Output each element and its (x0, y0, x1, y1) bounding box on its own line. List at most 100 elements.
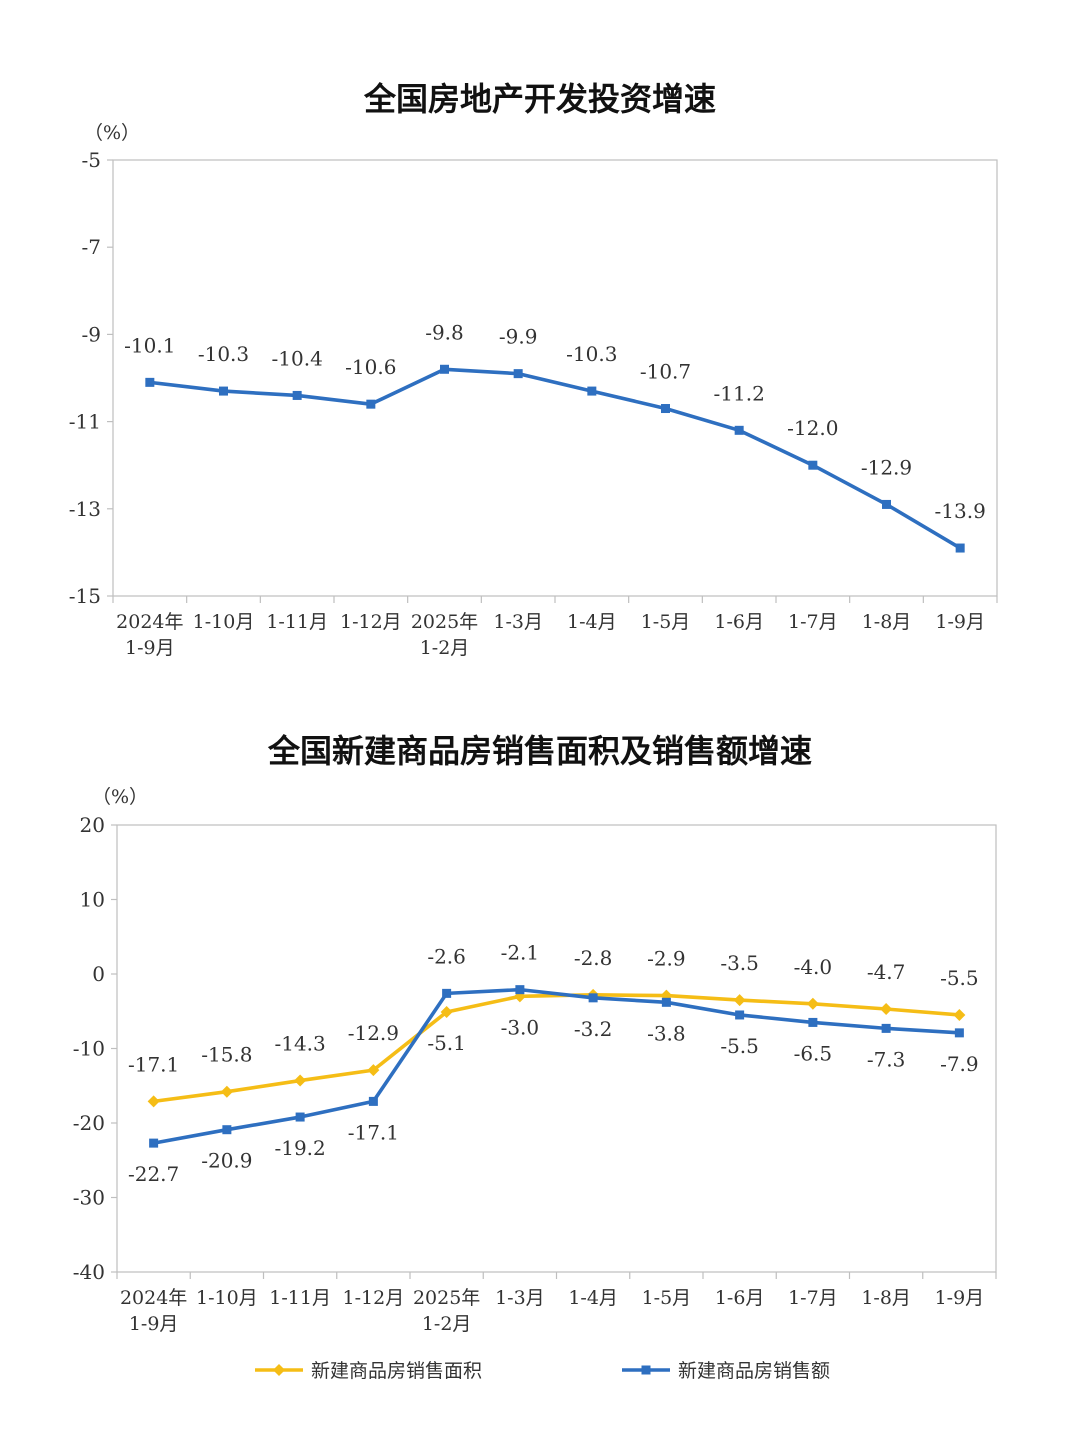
chart2-series2-point (808, 1017, 818, 1027)
legend-series1-label: 新建商品房销售面积 (311, 1360, 482, 1382)
chart2-series2-data-label: -3.2 (574, 1017, 613, 1041)
chart2-series1-data-label: -17.1 (128, 1052, 179, 1076)
chart1-category-label: 1-10月 (193, 611, 255, 633)
chart1-series1-data-label: -10.7 (640, 360, 691, 384)
chart1-category-label: 1-7月 (788, 611, 838, 633)
chart1-unit: （%） (84, 122, 141, 144)
chart2-series1-data-label: -3.0 (501, 1015, 540, 1039)
chart1-series1-point (734, 425, 744, 435)
chart2-series2-data-label: -5.5 (720, 1034, 759, 1058)
chart2-category-label: 1-6月 (715, 1287, 765, 1309)
chart2-series2-line (153, 987, 960, 1145)
chart1-category-label: 1-4月 (567, 611, 617, 633)
chart2-series1-data-label: -2.9 (647, 947, 686, 971)
chart1-series1-point (882, 499, 891, 509)
chart1-category-label: 2024年 (116, 611, 183, 633)
chart2-category-label: 1-9月 (935, 1287, 985, 1309)
chart1-series1-point (661, 404, 670, 414)
chart2-ytick-label: 10 (80, 888, 105, 912)
chart2-series2-point (222, 1125, 232, 1135)
chart2-series1-data-label: -4.7 (867, 960, 906, 984)
chart1-category-label: 1-8月 (862, 611, 912, 633)
chart1-category-label: 1-11月 (266, 611, 328, 633)
chart2-series1-data-label: -14.3 (274, 1032, 325, 1056)
chart1-ytick-label: -9 (82, 322, 101, 346)
chart2-ytick-label: 20 (80, 813, 105, 837)
chart2-series2-data-label: -19.2 (274, 1136, 325, 1160)
chart1-series1-data-label: -10.6 (345, 355, 396, 379)
chart2-series2-data-label: -2.6 (427, 944, 466, 968)
chart2-series2-point (368, 1096, 378, 1106)
chart2-ytick-label: -20 (73, 1111, 105, 1135)
chart1-series1-data-label: -13.9 (935, 499, 986, 523)
chart1-series1-data-label: -12.0 (787, 416, 838, 440)
chart2-series2-data-label: -22.7 (128, 1162, 179, 1186)
chart1-series1-data-label: -10.4 (272, 346, 323, 370)
chart2-series1-point (294, 1074, 307, 1087)
chart2-category-label: 1-2月 (422, 1313, 472, 1335)
chart1-series1-data-label: -10.3 (566, 342, 617, 366)
chart2-series2-point (735, 1010, 745, 1020)
chart1-category-label: 1-9月 (125, 637, 175, 659)
chart1-ytick-label: -5 (82, 148, 101, 172)
chart2-series2-point (588, 993, 598, 1003)
chart1-series1-point (292, 390, 302, 400)
chart1-category-label: 1-5月 (641, 611, 691, 633)
chart1-series1-point (808, 460, 818, 470)
chart2-series2-point (442, 988, 452, 998)
chart2-category-label: 1-8月 (861, 1287, 911, 1309)
chart2-series1-point (880, 1003, 893, 1016)
chart2-category-label: 1-5月 (642, 1287, 692, 1309)
chart2-series2-data-label: -6.5 (794, 1041, 833, 1065)
chart2-series2-data-label: -7.9 (940, 1052, 979, 1076)
chart1-title: 全国房地产开发投资增速 (363, 80, 716, 118)
chart1-series1-data-label: -9.8 (425, 320, 464, 344)
chart1-category-label: 1-3月 (493, 611, 543, 633)
chart1-series1-point (587, 386, 597, 396)
chart2-ytick-label: -30 (73, 1186, 105, 1210)
chart2-ytick-label: -10 (73, 1037, 105, 1061)
chart1-plot-frame (112, 159, 998, 597)
chart2-unit: （%） (92, 786, 149, 808)
chart1-category-label: 1-6月 (714, 611, 764, 633)
chart2-series2-data-label: -17.1 (348, 1120, 399, 1144)
chart2-category-label: 2025年 (413, 1287, 480, 1309)
chart2-series2-point (515, 985, 525, 995)
legend-series2-marker (641, 1365, 651, 1375)
chart1-series1-point (145, 377, 155, 387)
chart2-series1-data-label: -12.9 (348, 1021, 399, 1045)
chart2-series1-data-label: -5.5 (940, 966, 979, 990)
chart2-category-label: 1-7月 (788, 1287, 838, 1309)
chart2-series1-point (367, 1064, 380, 1077)
chart2-series1-data-label: -4.0 (794, 955, 833, 979)
chart2-series2-point (149, 1138, 159, 1148)
chart2-series2-point (295, 1112, 305, 1122)
chart1-category-label: 1-9月 (935, 611, 985, 633)
chart1-series1-data-label: -10.1 (124, 333, 175, 357)
chart2-series2-point (881, 1023, 891, 1033)
chart2-series1-point (733, 994, 746, 1007)
chart2-category-label: 1-11月 (269, 1287, 331, 1309)
chart1-ytick-label: -15 (69, 584, 101, 608)
chart1-category-label: 1-12月 (340, 611, 402, 633)
chart2-category-label: 1-10月 (196, 1287, 258, 1309)
chart2-series2-data-label: -7.3 (867, 1047, 906, 1071)
chart2-series1-point (953, 1008, 966, 1021)
chart1-series1-data-label: -11.2 (714, 381, 765, 405)
chart2-ytick-label: -40 (73, 1260, 105, 1284)
chart1-series1-point (955, 543, 965, 553)
chart2-series1-point (806, 997, 819, 1010)
chart1-ytick-label: -13 (69, 497, 101, 521)
chart2-series1-data-label: -5.1 (427, 1031, 466, 1055)
chart1-series1-data-label: -12.9 (861, 455, 912, 479)
chart1-series1-point (366, 399, 376, 409)
chart2-title: 全国新建商品房销售面积及销售额增速 (267, 732, 812, 770)
chart1-category-label: 2025年 (411, 611, 478, 633)
chart2-category-label: 1-12月 (343, 1287, 405, 1309)
legend-series1-marker (273, 1364, 285, 1376)
chart2-series2-data-label: -20.9 (201, 1149, 252, 1173)
legend-series2-label: 新建商品房销售额 (678, 1360, 830, 1382)
chart1-category-label: 1-2月 (420, 637, 470, 659)
chart2-series1-line (153, 993, 960, 1104)
